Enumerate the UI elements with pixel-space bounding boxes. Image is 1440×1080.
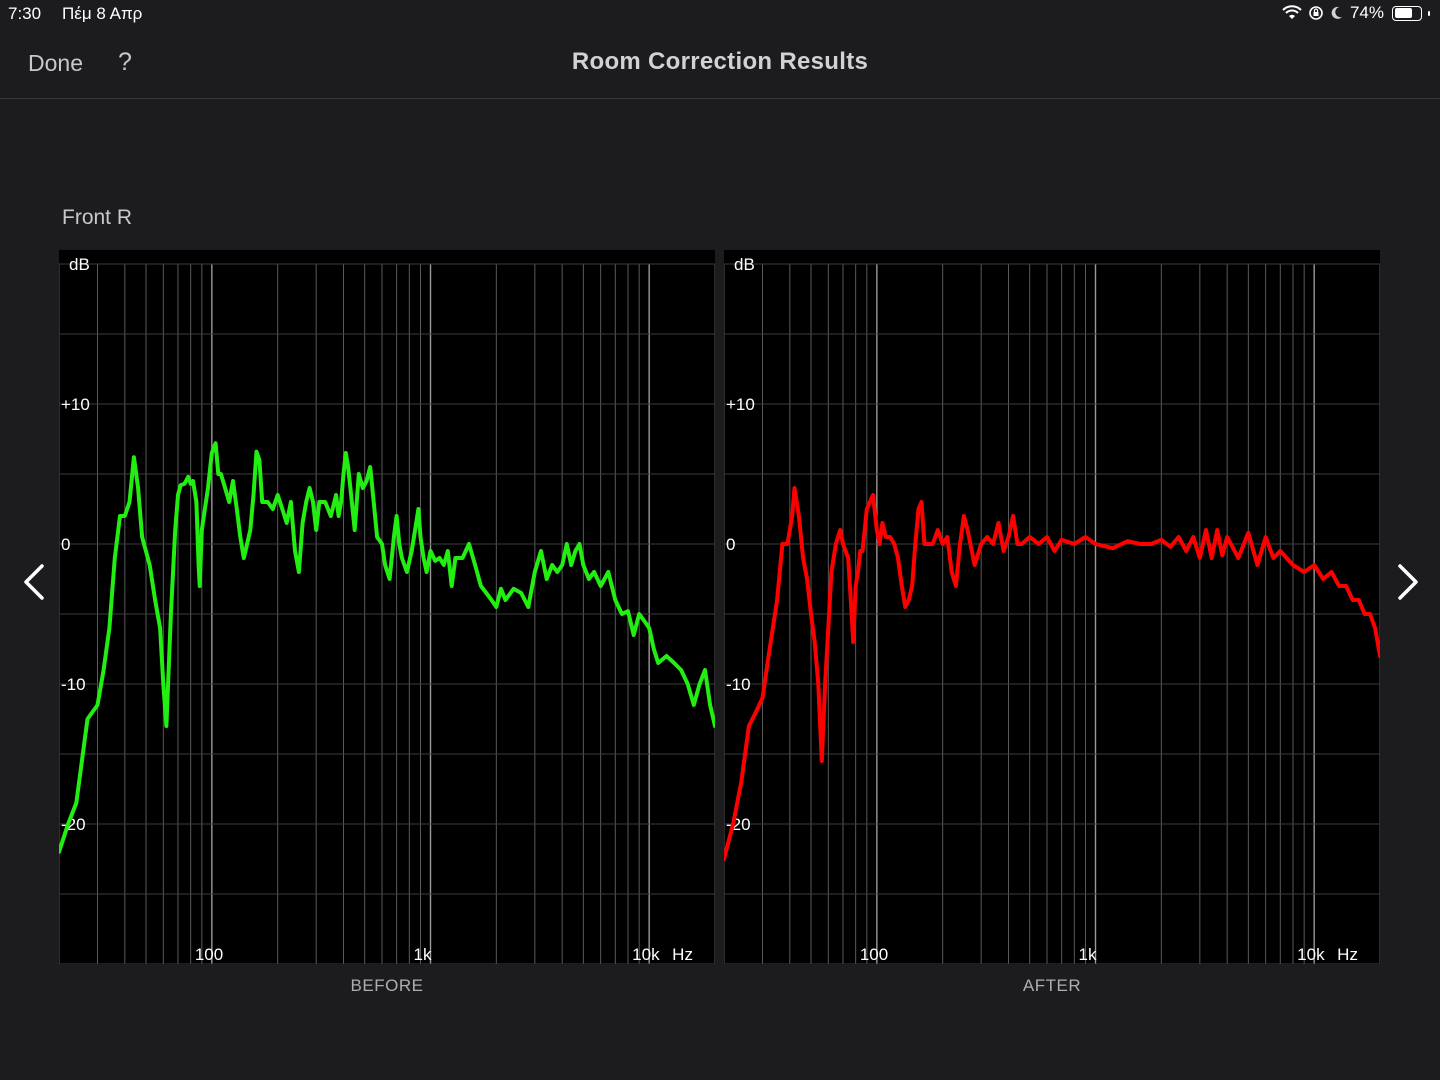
page-title: Room Correction Results <box>571 48 869 75</box>
grid <box>58 263 716 965</box>
y-tick-label: 0 <box>726 535 735 554</box>
done-button[interactable]: Done <box>28 50 83 76</box>
series-line <box>57 441 717 854</box>
y-axis-label: dB <box>69 255 90 274</box>
wifi-icon <box>1282 5 1302 19</box>
x-unit-label: Hz <box>672 945 693 964</box>
battery-percent: 74% <box>1349 3 1384 22</box>
y-tick-label: +10 <box>726 395 755 414</box>
navigation-bar: Done ? Room Correction Results <box>0 28 1440 99</box>
x-tick-label: 10k <box>1297 945 1325 964</box>
chevron-left-icon[interactable] <box>14 560 54 604</box>
battery-icon <box>1392 5 1422 21</box>
y-tick-label: 0 <box>61 535 70 554</box>
x-tick-label: 1k <box>1079 945 1097 964</box>
y-tick-label: +10 <box>61 395 90 414</box>
y-tick-label: -10 <box>61 675 86 694</box>
x-tick-label: 1k <box>414 945 432 964</box>
y-axis-label: dB <box>734 255 755 274</box>
before-caption: BEFORE <box>350 976 424 995</box>
y-tick-label: -10 <box>726 675 751 694</box>
before-chart: dB +10 0 -10 -20 100 1k 10k Hz <box>57 250 717 965</box>
x-unit-label: Hz <box>1337 945 1358 964</box>
channel-label: Front R <box>62 206 133 229</box>
grid <box>723 263 1381 965</box>
x-tick-label: 100 <box>860 945 888 964</box>
chevron-right-icon[interactable] <box>1388 560 1428 604</box>
status-bar: 7:30 Πέμ 8 Απρ 74% <box>0 0 1440 28</box>
after-chart: dB +10 0 -10 -20 100 1k 10k Hz <box>722 250 1382 965</box>
orientation-lock-icon <box>1309 6 1323 20</box>
status-time: 7:30 <box>8 4 42 23</box>
after-caption: AFTER <box>1022 976 1082 995</box>
x-tick-label: 100 <box>195 945 223 964</box>
status-indicators: 74% <box>1282 3 1430 23</box>
moon-icon <box>1331 6 1342 19</box>
status-date: Πέμ 8 Απρ <box>62 4 143 23</box>
series-line <box>722 486 1382 861</box>
help-button[interactable]: ? <box>118 48 132 76</box>
x-tick-label: 10k <box>632 945 660 964</box>
